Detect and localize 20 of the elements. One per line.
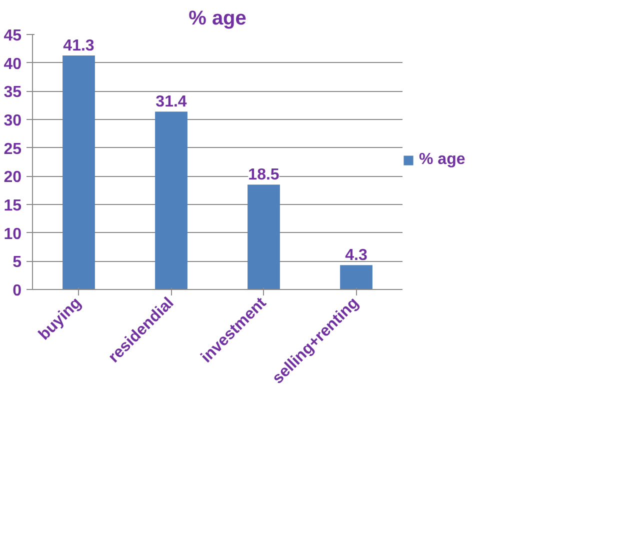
data-label: 31.4 (156, 94, 187, 111)
y-tick-label: 15 (4, 198, 22, 214)
y-tick-label: 0 (12, 282, 22, 300)
y-tick-label: 30 (4, 112, 22, 130)
data-label: 41.3 (63, 37, 94, 54)
y-tick-label: 45 (4, 28, 22, 44)
y-tick-label: 10 (4, 226, 22, 243)
bar (340, 265, 372, 290)
bar (248, 184, 280, 290)
data-label: 4.3 (345, 247, 368, 264)
y-tick-label: 40 (4, 56, 22, 73)
bar (155, 112, 188, 290)
legend-label: % age (419, 151, 466, 169)
bar (62, 55, 95, 290)
y-tick-label: 20 (4, 169, 22, 186)
chart-title: % age (188, 8, 246, 30)
y-tick-label: 25 (4, 140, 22, 158)
data-label: 18.5 (248, 166, 280, 184)
y-tick-label: 5 (12, 254, 22, 272)
y-tick-label: 35 (4, 84, 22, 102)
